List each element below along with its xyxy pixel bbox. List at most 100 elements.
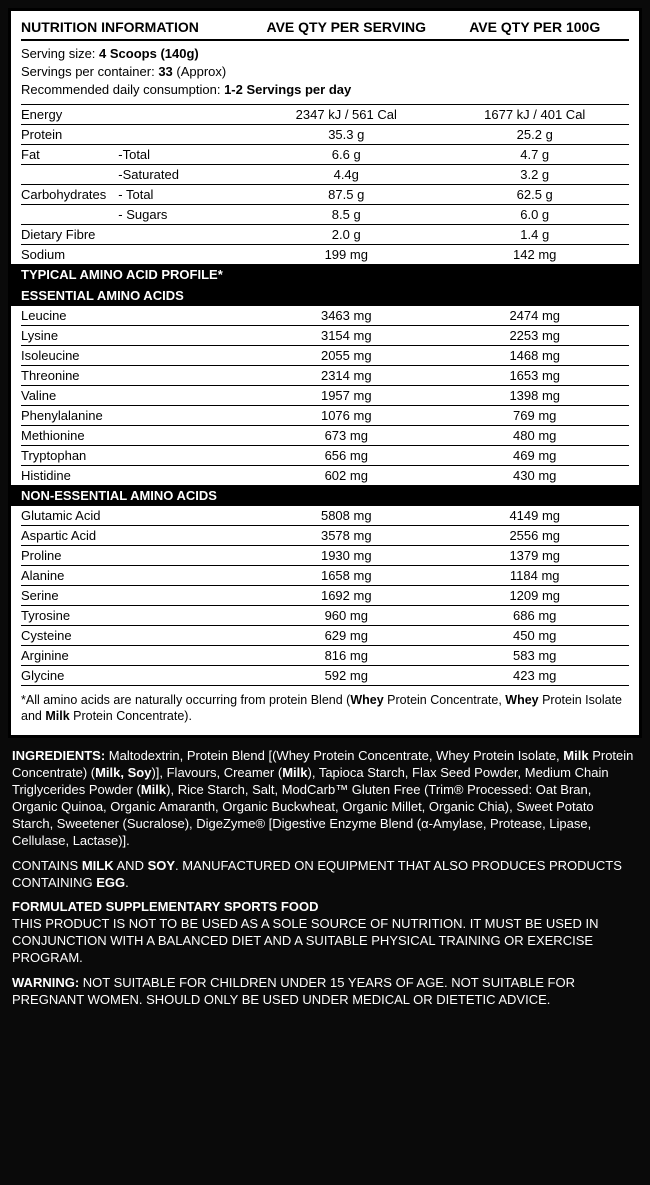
table-row: Methionine673 mg480 mg xyxy=(21,426,629,446)
nutrient-label: Valine xyxy=(21,388,252,403)
header-title: NUTRITION INFORMATION xyxy=(21,19,252,35)
nutrient-label: Isoleucine xyxy=(21,348,252,363)
nutrient-label: Phenylalanine xyxy=(21,408,252,423)
table-row: Alanine1658 mg1184 mg xyxy=(21,566,629,586)
value-per-100g: 2474 mg xyxy=(441,308,629,323)
nutrient-label: Dietary Fibre xyxy=(21,227,252,242)
value-per-serving: 629 mg xyxy=(252,628,440,643)
value-per-serving: 1930 mg xyxy=(252,548,440,563)
value-per-100g: 2556 mg xyxy=(441,528,629,543)
contains-text: CONTAINS MILK AND SOY. MANUFACTURED ON E… xyxy=(12,858,638,892)
value-per-serving: 5808 mg xyxy=(252,508,440,523)
nutrient-label: Energy xyxy=(21,107,252,122)
formulated-text: FORMULATED SUPPLEMENTARY SPORTS FOOD THI… xyxy=(12,899,638,967)
value-per-serving: 8.5 g xyxy=(252,207,440,222)
table-row: Leucine3463 mg2474 mg xyxy=(21,306,629,326)
table-row: Serine1692 mg1209 mg xyxy=(21,586,629,606)
ingredients-block: INGREDIENTS: Maltodextrin, Protein Blend… xyxy=(8,738,642,1008)
value-per-serving: 960 mg xyxy=(252,608,440,623)
table-row: Arginine816 mg583 mg xyxy=(21,646,629,666)
nutrient-label: Carbohydrates xyxy=(21,187,118,202)
nutrient-label: Aspartic Acid xyxy=(21,528,252,543)
table-row: Histidine602 mg430 mg xyxy=(21,466,629,485)
essential-table: Leucine3463 mg2474 mgLysine3154 mg2253 m… xyxy=(21,306,629,485)
nutrient-label: Serine xyxy=(21,588,252,603)
value-per-100g: 4.7 g xyxy=(440,147,628,162)
value-per-100g: 6.0 g xyxy=(440,207,628,222)
value-per-100g: 686 mg xyxy=(441,608,629,623)
value-per-100g: 1184 mg xyxy=(441,568,629,583)
nutrient-sublabel: - Total xyxy=(118,187,252,202)
value-per-100g: 583 mg xyxy=(441,648,629,663)
value-per-100g: 1398 mg xyxy=(441,388,629,403)
table-row: Sodium199 mg142 mg xyxy=(21,245,629,264)
value-per-serving: 673 mg xyxy=(252,428,440,443)
value-per-serving: 656 mg xyxy=(252,448,440,463)
value-per-serving: 35.3 g xyxy=(252,127,440,142)
value-per-100g: 2253 mg xyxy=(441,328,629,343)
section-nonessential: NON-ESSENTIAL AMINO ACIDS xyxy=(11,485,639,506)
table-row: -Saturated4.4g3.2 g xyxy=(21,165,629,185)
value-per-100g: 450 mg xyxy=(441,628,629,643)
nutrient-label: Glycine xyxy=(21,668,252,683)
value-per-100g: 1468 mg xyxy=(441,348,629,363)
value-per-100g: 480 mg xyxy=(441,428,629,443)
warning-text: WARNING: NOT SUITABLE FOR CHILDREN UNDER… xyxy=(12,975,638,1009)
nutrient-label: Tyrosine xyxy=(21,608,252,623)
value-per-100g: 142 mg xyxy=(441,247,629,262)
nutrient-label: Sodium xyxy=(21,247,252,262)
value-per-serving: 4.4g xyxy=(252,167,440,182)
serving-info: Serving size: 4 Scoops (140g) Servings p… xyxy=(21,41,629,105)
value-per-serving: 87.5 g xyxy=(252,187,440,202)
table-row: Dietary Fibre2.0 g1.4 g xyxy=(21,225,629,245)
table-row: Lysine3154 mg2253 mg xyxy=(21,326,629,346)
ingredients-text: INGREDIENTS: Maltodextrin, Protein Blend… xyxy=(12,748,638,849)
value-per-serving: 1076 mg xyxy=(252,408,440,423)
value-per-serving: 6.6 g xyxy=(252,147,440,162)
table-row: Glutamic Acid5808 mg4149 mg xyxy=(21,506,629,526)
value-per-serving: 816 mg xyxy=(252,648,440,663)
value-per-100g: 423 mg xyxy=(441,668,629,683)
table-row: Energy2347 kJ / 561 Cal1677 kJ / 401 Cal xyxy=(21,105,629,125)
value-per-serving: 3578 mg xyxy=(252,528,440,543)
value-per-serving: 199 mg xyxy=(252,247,440,262)
table-row: Cysteine629 mg450 mg xyxy=(21,626,629,646)
value-per-100g: 3.2 g xyxy=(440,167,628,182)
value-per-100g: 469 mg xyxy=(441,448,629,463)
value-per-serving: 2.0 g xyxy=(252,227,440,242)
table-row: Tyrosine960 mg686 mg xyxy=(21,606,629,626)
nutrient-sublabel: - Sugars xyxy=(118,207,252,222)
nutrition-panel: NUTRITION INFORMATION AVE QTY PER SERVIN… xyxy=(8,8,642,738)
value-per-serving: 1658 mg xyxy=(252,568,440,583)
value-per-serving: 1692 mg xyxy=(252,588,440,603)
value-per-serving: 2347 kJ / 561 Cal xyxy=(252,107,440,122)
value-per-100g: 1677 kJ / 401 Cal xyxy=(441,107,629,122)
nutrient-label: Proline xyxy=(21,548,252,563)
table-row: Protein35.3 g25.2 g xyxy=(21,125,629,145)
nutrient-sublabel: -Total xyxy=(118,147,252,162)
nutrient-label: Protein xyxy=(21,127,252,142)
value-per-100g: 1653 mg xyxy=(441,368,629,383)
table-row: Glycine592 mg423 mg xyxy=(21,666,629,686)
nutrient-label: Threonine xyxy=(21,368,252,383)
value-per-100g: 430 mg xyxy=(441,468,629,483)
value-per-100g: 769 mg xyxy=(441,408,629,423)
value-per-serving: 3463 mg xyxy=(252,308,440,323)
table-row: Carbohydrates- Total87.5 g62.5 g xyxy=(21,185,629,205)
header-per-serving: AVE QTY PER SERVING xyxy=(252,19,440,35)
nutrient-label: Arginine xyxy=(21,648,252,663)
nutrient-label: Fat xyxy=(21,147,118,162)
nutrient-label: Alanine xyxy=(21,568,252,583)
value-per-serving: 592 mg xyxy=(252,668,440,683)
table-row: Valine1957 mg1398 mg xyxy=(21,386,629,406)
table-row: Threonine2314 mg1653 mg xyxy=(21,366,629,386)
value-per-100g: 1.4 g xyxy=(441,227,629,242)
value-per-serving: 3154 mg xyxy=(252,328,440,343)
value-per-serving: 1957 mg xyxy=(252,388,440,403)
nutrient-label: Histidine xyxy=(21,468,252,483)
nutrient-sublabel: -Saturated xyxy=(118,167,252,182)
nonessential-table: Glutamic Acid5808 mg4149 mgAspartic Acid… xyxy=(21,506,629,686)
table-header: NUTRITION INFORMATION AVE QTY PER SERVIN… xyxy=(21,13,629,41)
section-amino-profile: TYPICAL AMINO ACID PROFILE* xyxy=(11,264,639,285)
table-row: Aspartic Acid3578 mg2556 mg xyxy=(21,526,629,546)
